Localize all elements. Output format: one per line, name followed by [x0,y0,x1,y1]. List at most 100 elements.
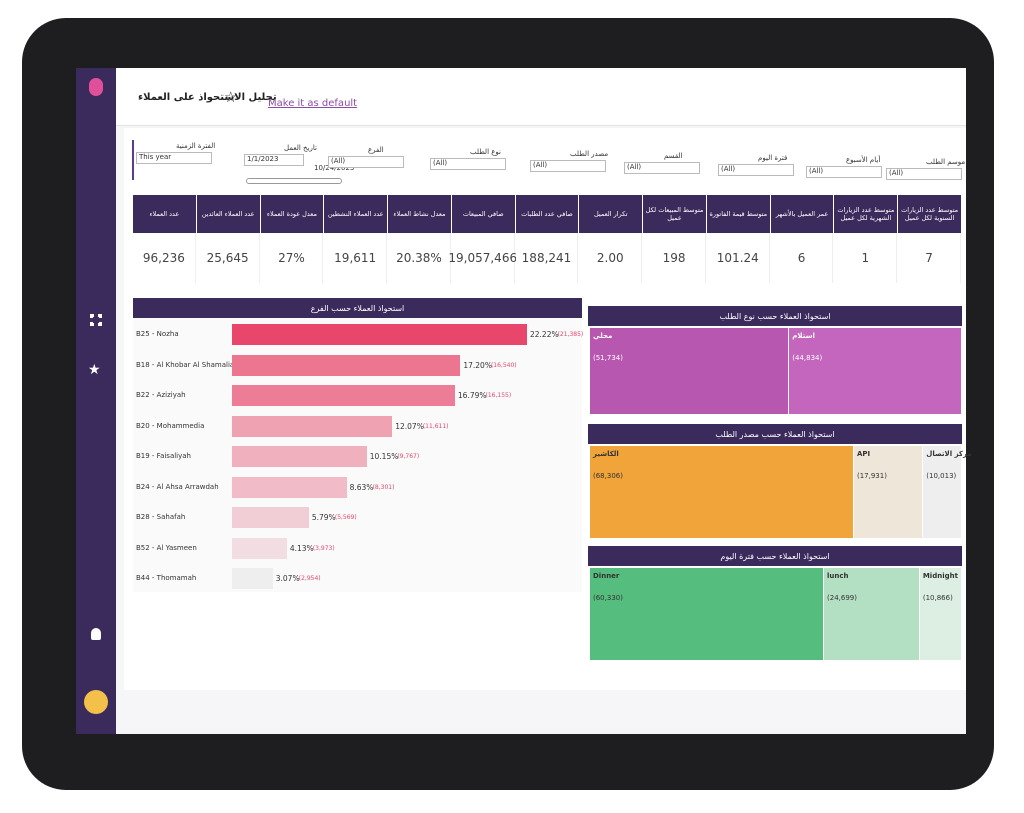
kpi-value: 19,611 [324,233,388,283]
filter-dropdown[interactable] [244,154,304,166]
kpi-value: 188,241 [515,233,579,283]
tile-name: استلام [792,332,815,340]
filter-dropdown[interactable] [430,158,506,170]
kpi-value: 2.00 [579,233,643,283]
filter-dropdown[interactable] [718,164,794,176]
bar-label: B20 - Mohammedia [136,421,205,430]
bar-value-label: 16.79% [457,391,487,400]
bar-count-label: (8,301) [372,483,395,491]
kpi-header: متوسط المبيعات لكل عميل [643,195,706,233]
bar [232,385,455,406]
kpi-header: متوسط عدد الزيارات السنوية لكل عميل [898,195,961,233]
filter-label: القسم [664,152,683,160]
kpi-header: عدد العملاء [133,195,196,233]
kpi-value: 96,236 [133,233,196,283]
filter-value: 1/1/2023 [247,155,279,163]
tile-value: (10,866) [922,594,953,602]
filter-label: الفترة الزمنية [176,142,216,150]
header: تحليل الاستحواذ على العملاء ☆ Make it as… [116,68,966,126]
filter-value: (All) [433,159,448,167]
logo [89,78,103,96]
filter-dropdown[interactable] [530,160,606,172]
tile-name: محلي [593,332,613,340]
filter-label: أيام الأسبوع [846,156,881,164]
tile-name: الكاشير [593,450,619,458]
treemap-tile: Midnight (10,866) [919,568,962,660]
bar-label: B52 - Al Yasmeen [136,543,197,552]
page-title: تحليل الاستحواذ على العملاء [138,92,277,103]
kpi-value: 20.38% [388,233,451,283]
bar-value-label: 3.07% [275,574,300,583]
tile-value: (44,834) [792,354,823,362]
tile-name: API [856,450,871,458]
filter-dropdown[interactable] [886,168,962,180]
default-link[interactable]: Make it as default [268,98,358,109]
bar-value-label: 10.15% [369,452,399,461]
kpi-header: متوسط قيمة الفاتورة [706,195,770,233]
bar-value-label: 5.79% [311,513,336,522]
kpi-header: تكرار العميل [579,195,643,233]
bar-label: B28 - Sahafah [136,513,186,521]
bar-label: B18 - Al Khobar Al Shamaliah [136,360,239,369]
tile-value: (17,931) [856,472,887,480]
bar [232,507,309,528]
bell-icon [91,628,101,640]
treemap-tile: Dinner (60,330) [590,568,825,660]
bar-label: B44 - Thomamah [136,574,197,582]
filter-dropdown[interactable] [806,166,882,178]
filter-dropdown[interactable] [328,156,404,168]
bar-count-label: (3,973) [312,544,335,552]
bar-count-label: (11,611) [422,422,449,430]
kpi-value: 19,057,466 [448,233,517,283]
treemap-tile: API (17,931) [853,446,924,538]
kpi-header: معدل نشاط العملاء [388,195,451,233]
treemap-tile: الكاشير (68,306) [590,446,854,538]
filter-bar [132,140,964,180]
bar-count-label: (16,540) [490,361,517,369]
kpi-value: 198 [643,233,706,283]
bar-label: B22 - Aziziyah [136,391,186,399]
filter-value: (All) [331,157,346,165]
bar-chart-title: استحواذ العملاء حسب الفرع [133,298,582,318]
kpi-value: 101.24 [706,233,770,283]
bar-value-label: 12.07% [395,421,424,431]
kpi-header: معدل عودة العملاء [260,195,324,233]
bar-count-label: (9,767) [397,453,420,460]
bar [232,568,273,589]
kpi-value: 27% [260,233,324,283]
avatar [84,690,108,714]
filter-dropdown[interactable] [136,152,212,164]
filter-value: (All) [809,167,824,175]
bar [232,446,367,467]
filter-label: فترة اليوم [758,154,788,162]
tile-value: (24,699) [827,594,857,602]
filter-label: نوع الطلب [470,148,501,156]
filter-label: مصدر الطلب [570,150,609,158]
filter-value: (All) [721,165,736,173]
grid-icon [90,314,102,326]
kpi-value: 1 [834,233,898,283]
filter-value: 10/24/2023 [314,164,355,172]
bar-count-label: (5,569) [334,514,357,521]
tile-name: lunch [827,572,849,580]
kpi-header: عدد العملاء النشطين [324,195,388,233]
filter-value: (All) [627,163,642,171]
favorite-star[interactable]: ☆ [224,88,238,106]
bar-value-label: 8.63% [349,482,374,492]
star-icon: ★ [88,362,101,378]
bar [232,324,527,345]
tile-value: (10,013) [926,472,957,480]
kpi-header: صافي المبيعات [451,195,515,233]
kpi-header: متوسط عدد الزيارات الشهرية لكل عميل [834,195,898,233]
filter-value: (All) [533,161,548,169]
date-slider[interactable] [246,178,342,184]
bar-label: B25 - Nozha [136,330,179,338]
filter-label: الفرع [368,146,384,154]
tile-value: (60,330) [593,594,623,602]
bar-count-label: (16,155) [485,392,512,399]
treemap-tile: استلام (44,834) [789,328,962,414]
treemap-tile: lunch (24,699) [824,568,920,660]
bar-count-label: (21,385) [557,331,584,338]
filter-dropdown[interactable] [624,162,700,174]
filter-label: موسم الطلب [926,158,966,166]
